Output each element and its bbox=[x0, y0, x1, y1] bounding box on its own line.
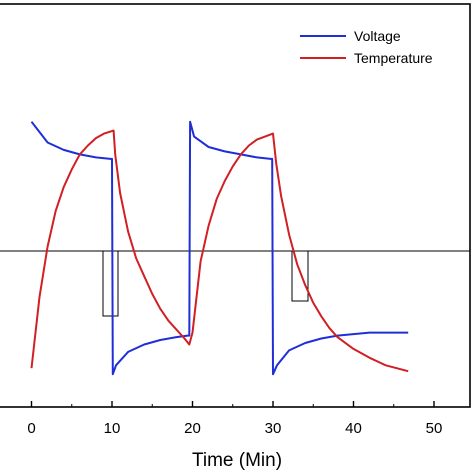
x-tick-label: 30 bbox=[265, 420, 282, 437]
x-axis-title: Time (Min) bbox=[192, 450, 282, 471]
highlight-box bbox=[102, 250, 119, 317]
legend-label-voltage: Voltage bbox=[354, 28, 401, 44]
annotation-overlay bbox=[0, 250, 470, 317]
series-line-voltage bbox=[30, 120, 409, 376]
x-tick-label: 0 bbox=[27, 420, 35, 437]
legend-label-temperature: Temperature bbox=[354, 50, 433, 66]
series-layer bbox=[30, 120, 409, 376]
highlight-box bbox=[291, 250, 309, 302]
x-tick-label: 50 bbox=[426, 420, 443, 437]
x-axis: 0 10 20 30 40 50 bbox=[27, 401, 442, 437]
x-tick-label: 40 bbox=[345, 420, 362, 437]
plot-border bbox=[0, 3, 471, 408]
legend: Voltage Temperature bbox=[300, 28, 433, 66]
x-tick-label: 10 bbox=[104, 420, 121, 437]
series-line-temperature bbox=[30, 129, 409, 373]
x-tick-label: 20 bbox=[184, 420, 201, 437]
plot-frame bbox=[0, 3, 471, 408]
